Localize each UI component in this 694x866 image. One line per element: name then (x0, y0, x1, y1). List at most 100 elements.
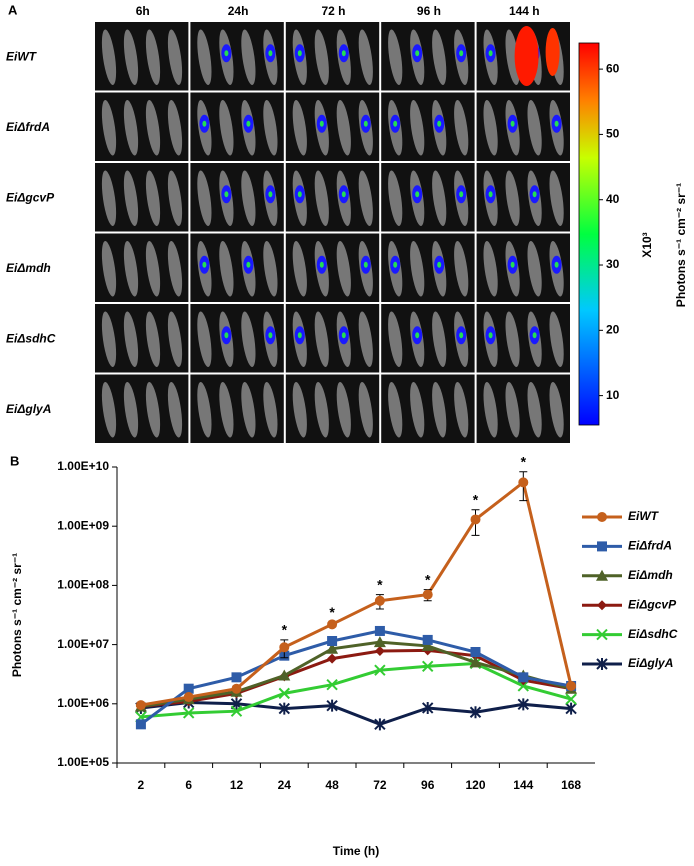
marker (421, 660, 434, 673)
fish (505, 311, 520, 367)
fish (145, 241, 161, 297)
fish (101, 311, 117, 367)
marker (566, 680, 577, 691)
annotation: * (521, 453, 527, 469)
x-axis-title: Time (h) (333, 844, 379, 858)
fish (123, 100, 139, 156)
y-axis-title: Photons s⁻¹ cm⁻² sr⁻¹ (10, 553, 24, 677)
marker (231, 683, 242, 694)
fish (145, 170, 161, 226)
signal (268, 332, 273, 339)
marker (182, 707, 195, 719)
x-tick-label: 168 (561, 778, 581, 792)
fish (336, 241, 351, 297)
panel-label: B (10, 453, 19, 468)
signal (202, 261, 207, 268)
column-label: 144 h (509, 4, 540, 18)
fish (145, 29, 161, 85)
fish (263, 100, 278, 156)
signal (545, 28, 560, 76)
colorbar-tick-label: 30 (606, 257, 620, 271)
marker (374, 645, 385, 656)
fish (483, 241, 498, 297)
marker (596, 569, 608, 581)
marker (565, 693, 577, 705)
fish (410, 241, 425, 297)
fish (101, 170, 117, 226)
marker (326, 699, 338, 712)
fish (410, 382, 425, 438)
fish (167, 29, 183, 85)
fish (145, 100, 161, 156)
signal (488, 191, 493, 198)
signal (393, 261, 398, 268)
annotation: * (329, 604, 335, 620)
fish (241, 311, 256, 367)
signal (341, 191, 346, 198)
marker (135, 719, 146, 730)
x-tick-label: 48 (325, 778, 339, 792)
panel-label: A (8, 2, 18, 17)
fish (454, 382, 469, 438)
row-label: EiΔglyA (6, 402, 51, 416)
fish (167, 170, 183, 226)
x-tick-label: 24 (278, 778, 292, 792)
fish (167, 100, 183, 156)
marker (597, 541, 607, 552)
y-tick-label: 1.00E+06 (57, 696, 109, 710)
marker (517, 698, 530, 711)
signal (510, 261, 515, 268)
fish (241, 382, 256, 438)
signal (341, 50, 346, 57)
fish (527, 241, 542, 297)
signal (246, 261, 251, 268)
fish (219, 382, 234, 438)
series-line (140, 661, 572, 719)
signal (488, 332, 493, 339)
marker (183, 692, 194, 703)
fish (263, 382, 278, 438)
legend-label: EiΔfrdA (628, 539, 672, 553)
fish (410, 100, 425, 156)
marker (422, 634, 433, 645)
marker (421, 701, 434, 714)
signal (319, 120, 324, 127)
row-label: EiΔmdh (6, 261, 51, 275)
marker (596, 658, 608, 670)
signal (514, 26, 539, 86)
marker (518, 477, 529, 488)
marker (469, 656, 482, 668)
signal (224, 191, 229, 198)
marker (135, 700, 146, 711)
marker (327, 653, 338, 664)
fish (483, 382, 498, 438)
signal (532, 191, 537, 198)
marker (278, 687, 291, 700)
fish (505, 29, 520, 85)
x-tick-label: 120 (465, 778, 485, 792)
marker (470, 646, 481, 657)
fish (505, 382, 520, 438)
y-tick-label: 1.00E+05 (57, 755, 109, 769)
legend-label: EiΔglyA (628, 656, 673, 670)
fish (241, 170, 256, 226)
fish (527, 100, 542, 156)
fish (123, 170, 139, 226)
fish (123, 382, 139, 438)
marker (326, 642, 339, 654)
fish (197, 382, 212, 438)
column-label: 72 h (321, 4, 345, 18)
annotation: * (377, 576, 383, 592)
marker (327, 636, 338, 647)
annotation: * (473, 491, 479, 507)
column-label: 6h (136, 4, 150, 18)
fish (432, 29, 447, 85)
signal (437, 261, 442, 268)
annotation: * (425, 571, 431, 587)
signal (319, 261, 324, 268)
legend-label: EiΔmdh (628, 568, 673, 582)
signal (268, 50, 273, 57)
marker (374, 664, 386, 676)
row-label: EiΔsdhC (6, 331, 56, 345)
